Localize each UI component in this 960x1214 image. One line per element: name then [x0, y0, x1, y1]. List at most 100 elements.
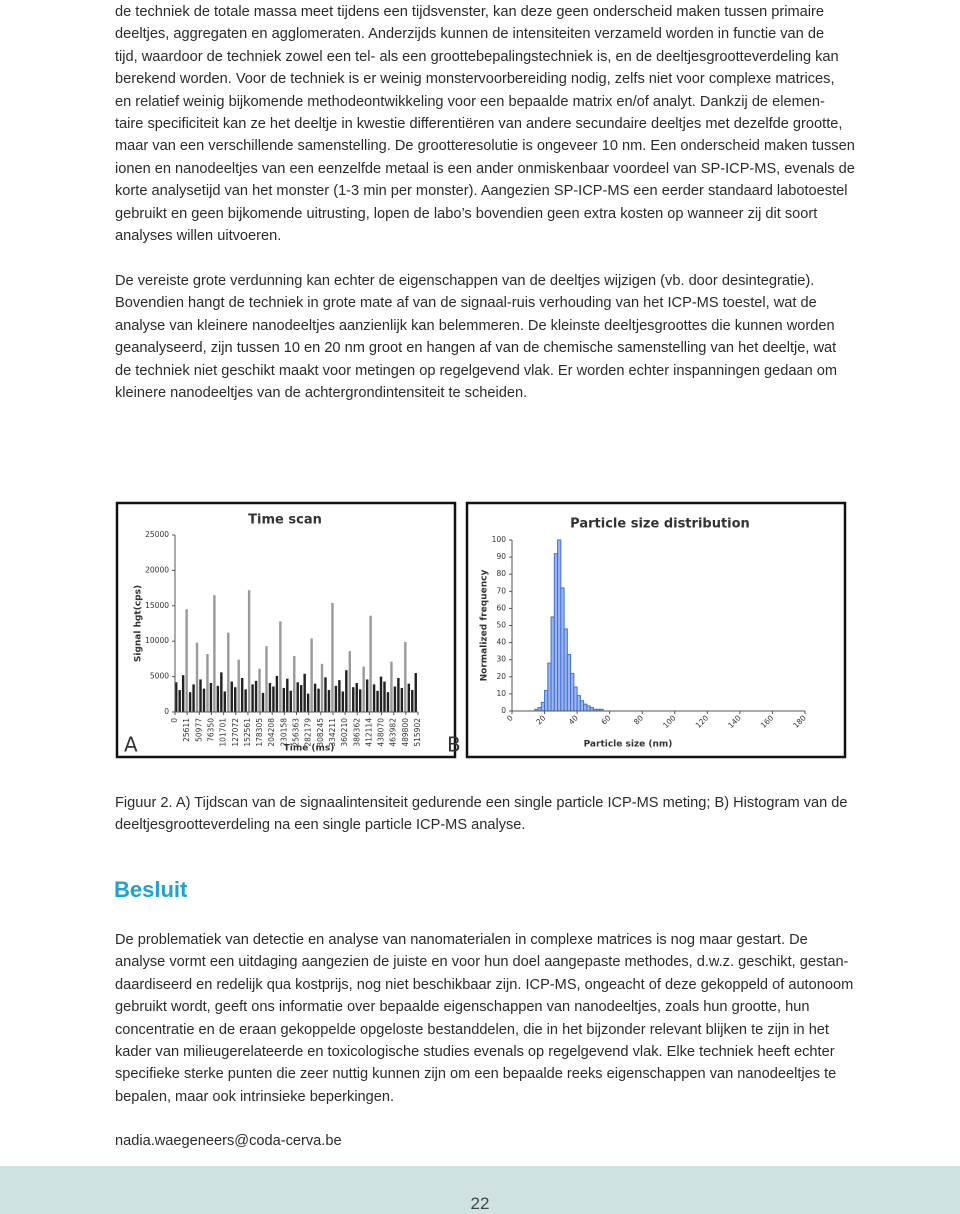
- signal-bar: [286, 678, 289, 712]
- text-line: analyses willen uitvoeren.: [115, 228, 282, 245]
- signal-bar: [352, 687, 355, 712]
- x-tick-label: 50977: [194, 718, 203, 742]
- text-line: specifieke sterke punten die zeer nuttig…: [115, 1066, 837, 1083]
- panel-label: B: [447, 733, 461, 757]
- x-tick-label: 152561: [243, 718, 252, 747]
- signal-bar: [390, 661, 393, 712]
- signal-bar: [213, 595, 216, 712]
- text-line: de techniek niet geschikt maakt voor met…: [115, 362, 838, 379]
- signal-bar: [327, 690, 331, 712]
- signal-bar: [348, 651, 352, 712]
- signal-bar: [265, 646, 268, 712]
- signal-bar: [227, 632, 230, 712]
- signal-bar: [320, 663, 324, 712]
- y-tick-label: 0: [501, 706, 506, 715]
- x-tick-label: 360210: [340, 718, 349, 747]
- y-tick-label: 10000: [145, 636, 169, 645]
- y-tick-label: 5000: [150, 672, 169, 681]
- paragraph: De problematiek van detectie en analyse …: [115, 929, 853, 1108]
- x-tick-label: 127072: [231, 718, 240, 747]
- x-tick-label: 25611: [182, 718, 191, 742]
- signal-bar: [317, 688, 320, 712]
- page-number: 22: [470, 1194, 490, 1213]
- signal-bar: [220, 672, 223, 712]
- y-tick-label: 60: [496, 603, 506, 612]
- signal-bar: [414, 673, 417, 712]
- x-tick-label: 76350: [206, 718, 215, 742]
- y-tick-label: 10: [496, 689, 506, 698]
- signal-bar: [279, 621, 282, 712]
- signal-bar: [299, 685, 303, 712]
- text-line: concentratie en de eraan gekoppelde opge…: [115, 1021, 829, 1038]
- text-line: tijd, waardoor de techniek zowel een tel…: [115, 48, 839, 65]
- text-line: berekend worden. Voor de techniek is er …: [115, 71, 835, 88]
- text-line: de techniek de totale massa meet tijdens…: [115, 4, 825, 20]
- signal-bar: [289, 690, 292, 712]
- text-line: gebruikt wordt, geeft ons informatie ove…: [115, 999, 810, 1016]
- signal-bar: [188, 692, 192, 712]
- signal-bar: [251, 684, 254, 712]
- signal-bar: [334, 685, 338, 712]
- x-tick-label: 204208: [267, 718, 276, 747]
- signal-bar: [275, 675, 279, 712]
- text-line: geanalyseerd, zijn tussen 10 en 20 nm gr…: [115, 340, 837, 357]
- signal-bar: [240, 678, 244, 712]
- signal-bar: [202, 688, 206, 712]
- signal-bar: [195, 642, 199, 712]
- chart-title: Time scan: [248, 513, 322, 528]
- signal-bar: [261, 692, 265, 712]
- text-line: De vereiste grote verdunning kan echter …: [115, 273, 815, 289]
- signal-bar: [237, 659, 240, 712]
- text-line: taire specificiteit kan ze het deeltje i…: [115, 116, 843, 133]
- y-tick-label: 20: [496, 672, 506, 681]
- signal-bar: [313, 683, 317, 712]
- panel-label: A: [124, 733, 138, 757]
- signal-bar: [175, 682, 178, 712]
- panel-frame: [115, 501, 457, 759]
- paragraph: De vereiste grote verdunning kan echter …: [115, 270, 837, 404]
- signal-bar: [306, 693, 310, 712]
- x-tick-label: 256363: [292, 718, 301, 747]
- signal-bar: [230, 681, 233, 712]
- signal-bar: [397, 678, 400, 712]
- signal-bar: [404, 641, 407, 712]
- text-line: gebruikt en geen bijkomende uitrusting, …: [115, 205, 818, 222]
- signal-bar: [407, 683, 411, 712]
- signal-bar: [383, 681, 386, 712]
- signal-bar: [369, 615, 372, 712]
- y-tick-label: 30: [496, 655, 506, 664]
- x-axis-label: Time (ms): [284, 744, 335, 754]
- text-line: deeltjesgrootteverdeling na een single p…: [115, 817, 526, 834]
- signal-bar: [310, 638, 313, 712]
- signal-bar: [303, 673, 306, 712]
- signal-bar: [268, 682, 272, 712]
- y-tick-label: 100: [492, 535, 507, 544]
- y-tick-label: 40: [496, 638, 506, 647]
- signal-bar: [272, 686, 275, 712]
- signal-bar: [247, 590, 251, 712]
- text-line: kleinere nanodeeltjes van de achtergrond…: [115, 385, 528, 402]
- y-tick-label: 70: [496, 586, 506, 595]
- signal-bar: [362, 666, 365, 712]
- section-heading: Besluit: [114, 877, 188, 902]
- signal-bar: [282, 687, 286, 712]
- signal-bar: [199, 679, 202, 712]
- signal-bar: [258, 668, 261, 712]
- text-line: daardiseerd en redelijk qua kostprijs, n…: [115, 976, 854, 993]
- signal-bar: [393, 686, 397, 712]
- signal-bar: [293, 656, 296, 712]
- text-line: Bovendien hangt de techniek in grote mat…: [115, 295, 817, 312]
- signal-bar: [178, 690, 181, 712]
- x-tick-label: 386362: [352, 718, 361, 747]
- text-line: analyse van kleinere nanodeeltjes aanzie…: [115, 317, 835, 334]
- panel-frame: [465, 501, 847, 759]
- signal-bar: [358, 689, 362, 712]
- x-tick-label: 489800: [401, 718, 410, 747]
- y-tick-label: 15000: [145, 601, 169, 610]
- x-tick-label: 412114: [364, 718, 373, 747]
- y-tick-label: 90: [496, 552, 506, 561]
- signal-bar: [181, 675, 185, 712]
- signal-bar: [206, 653, 209, 712]
- x-tick-label: 308245: [316, 718, 325, 747]
